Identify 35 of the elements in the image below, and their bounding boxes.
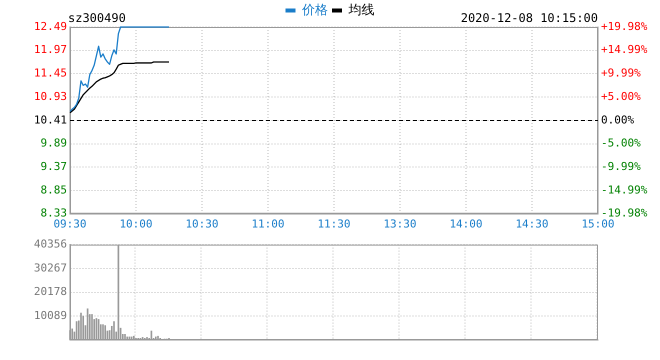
- x-tick-label: 10:00: [119, 217, 153, 230]
- y-tick-label: 11.45: [34, 66, 67, 80]
- y-tick-label: 12.49: [34, 20, 67, 33]
- x-tick-label: 14:30: [515, 217, 549, 230]
- y-tick-label: 11.97: [34, 43, 67, 56]
- y2-tick-label: -5.00%: [601, 136, 642, 150]
- y-tick-label: 10.93: [34, 90, 67, 103]
- x-tick-label: 13:30: [383, 217, 417, 230]
- x-tick-label: 09:30: [53, 217, 87, 230]
- y2-tick-label: +19.98%: [601, 20, 648, 33]
- x-tick-label: 10:30: [185, 217, 219, 230]
- chart-title: sz300490: [68, 11, 126, 26]
- y-tick-label: 8.85: [40, 183, 67, 196]
- y-tick-label: 40356: [34, 237, 67, 250]
- chart-subtitle: 2020-12-08 10:15:00: [460, 11, 598, 26]
- y2-tick-label: +14.99%: [601, 43, 648, 56]
- y2-tick-label: +9.99%: [601, 66, 642, 80]
- legend-label: 价格: [301, 2, 328, 18]
- y-tick-label: 9.37: [40, 160, 67, 173]
- y2-tick-label: +5.00%: [601, 90, 642, 103]
- y2-tick-label: -9.99%: [601, 160, 642, 173]
- y2-tick-label: -14.99%: [601, 183, 648, 196]
- y-tick-label: 20178: [34, 285, 67, 298]
- y-tick-label: 9.89: [40, 136, 67, 150]
- y-tick-label: 30267: [34, 261, 67, 274]
- y-tick-label: 8.33: [40, 206, 67, 220]
- x-tick-label: 11:30: [317, 217, 351, 230]
- y-tick-label: 10.41: [34, 113, 67, 126]
- x-tick-label: 14:00: [449, 217, 483, 230]
- x-tick-label: 11:00: [251, 217, 285, 230]
- legend-label: 均线: [348, 2, 374, 18]
- y-tick-label: 10089: [34, 309, 67, 322]
- y2-tick-label: -19.98%: [601, 206, 648, 220]
- x-tick-label: 15:00: [581, 217, 615, 230]
- y2-tick-label: 0.00%: [601, 113, 634, 126]
